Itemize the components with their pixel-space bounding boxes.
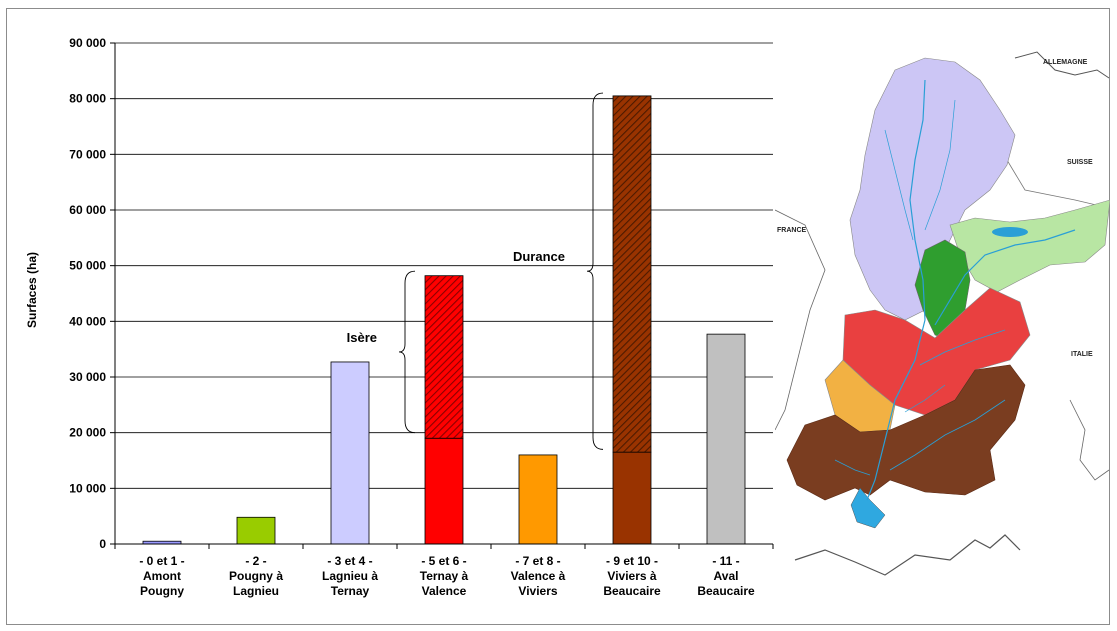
x-category-label: Beaucaire [697,584,755,598]
bars [142,95,746,545]
x-category-label: Viviers [518,584,557,598]
map-label-italie: ITALIE [1071,351,1093,358]
y-tick-label: 0 [99,537,106,551]
x-category-label: Ternay à [420,569,469,583]
lake-leman [992,227,1028,237]
river-network [904,384,946,413]
region-durance [786,364,1026,501]
annotation-brace [586,92,604,450]
x-category-label: Amont [143,569,181,583]
y-tick-label: 70 000 [69,147,106,161]
x-category-label: Ternay [331,584,370,598]
bar [706,333,746,545]
rhone-basin-map: ALLEMAGNE SUISSE FRANCE ITALIE [775,51,1110,576]
y-tick-label: 80 000 [69,92,106,106]
river-network [834,459,871,476]
bar-chart: 0 10 000 20 000 30 000 40 000 50 000 60 000 70 … [25,36,774,598]
border-line [775,209,826,431]
x-category-label: - 0 et 1 - [139,554,184,568]
x-category-label: Lagnieu à [322,569,378,583]
x-category-label: - 3 et 4 - [327,554,372,568]
x-category-label: Valence à [511,569,566,583]
border-line [994,139,1110,209]
y-axis-label: Surfaces (ha) [25,252,39,328]
x-category-label: Aval [714,569,739,583]
x-category-label: Viviers à [607,569,656,583]
y-tick-label: 10 000 [69,481,106,495]
x-category-label: Beaucaire [603,584,661,598]
annotation-label: Durance [513,249,565,264]
gridlines [115,42,773,489]
y-tick-label: 40 000 [69,314,106,328]
x-category-label: Lagnieu [233,584,279,598]
y-tick-label: 30 000 [69,370,106,384]
border-line [794,534,1021,576]
map-label-suisse: SUISSE [1067,159,1093,166]
map-label-allemagne: ALLEMAGNE [1043,59,1088,66]
map-label-france: FRANCE [777,227,806,234]
bar [236,516,276,545]
border-line [1069,399,1110,481]
x-category-label: Pougny [140,584,184,598]
x-category-label: Valence [422,584,467,598]
y-tick-label: 20 000 [69,426,106,440]
region-leman [949,199,1110,293]
river-network [934,229,1076,326]
y-tick-label: 60 000 [69,203,106,217]
river-network [919,329,1006,366]
x-category-label: Pougny à [229,569,283,583]
annotation-label: Isère [347,330,377,345]
bar-stacked-segment [424,275,464,439]
border-line [1014,51,1110,79]
annotations: Isère Durance [347,92,604,450]
bar [330,361,370,545]
bar-stacked-segment [612,95,652,453]
x-category-label: - 5 et 6 - [421,554,466,568]
bar [424,437,464,545]
river-network [889,399,1006,471]
bar [518,454,558,545]
river-network [866,79,926,501]
x-category-label: - 2 - [245,554,266,568]
axes [110,42,774,549]
annotation-brace [398,270,416,434]
region-delta [850,487,886,529]
x-category-label: - 11 - [712,554,739,568]
y-tick-label: 90 000 [69,36,106,50]
bar [612,451,652,545]
x-category-label: - 9 et 10 - [606,554,658,568]
river-network [884,129,914,241]
x-category-label: - 7 et 8 - [515,554,560,568]
y-tick-label: 50 000 [69,259,106,273]
y-tick-labels: 0 10 000 20 000 30 000 40 000 50 000 60 000 70 … [69,36,106,551]
river-network [924,99,956,231]
